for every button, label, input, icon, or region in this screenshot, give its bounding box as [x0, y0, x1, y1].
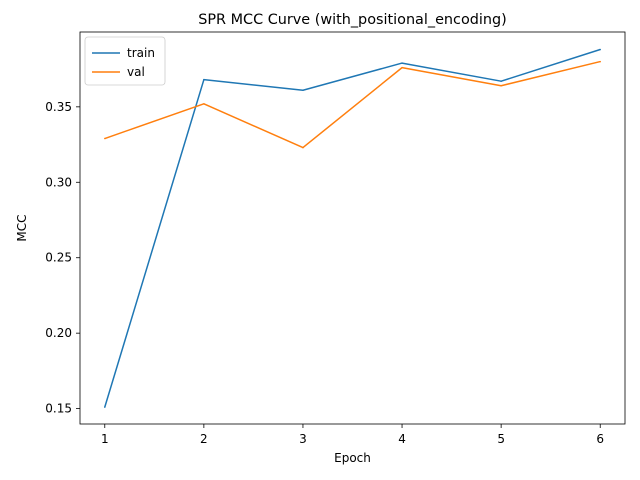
legend-label: val	[127, 65, 145, 79]
data-point-val	[599, 60, 601, 63]
series-line-val	[104, 60, 601, 149]
x-tick-label: 3	[299, 432, 307, 446]
legend: train val	[84, 36, 166, 86]
x-tick-label: 1	[101, 432, 109, 446]
data-point-val	[104, 137, 106, 140]
y-axis-label: MCC	[15, 214, 29, 241]
data-point-train	[203, 78, 205, 81]
data-point-train	[104, 406, 106, 408]
x-axis-label: Epoch	[334, 451, 371, 465]
legend-box	[84, 36, 166, 86]
x-tick-label: 2	[200, 432, 208, 446]
y-tick-label: 0.35	[45, 100, 72, 114]
plot-frame	[79, 31, 626, 425]
data-point-val	[401, 66, 403, 69]
series-layer	[104, 48, 601, 408]
data-point-train	[302, 89, 304, 91]
x-axis: 1 2 3 4 5 6	[101, 424, 604, 446]
y-tick-label: 0.30	[45, 175, 72, 189]
series-line-train	[104, 48, 601, 408]
y-axis: 0.15 0.20 0.25 0.30 0.35	[45, 100, 80, 416]
x-tick-label: 4	[398, 432, 406, 446]
data-point-train	[500, 80, 502, 82]
chart-title: SPR MCC Curve (with_positional_encoding)	[198, 12, 507, 28]
x-tick-label: 5	[497, 432, 505, 446]
data-point-train	[401, 62, 403, 64]
data-point-val	[500, 84, 502, 87]
data-point-train	[599, 48, 601, 51]
y-tick-label: 0.15	[45, 402, 72, 416]
data-point-val	[302, 146, 304, 149]
y-tick-label: 0.20	[45, 326, 72, 340]
legend-label: train	[127, 46, 155, 60]
x-tick-label: 6	[596, 432, 604, 446]
y-tick-label: 0.25	[45, 251, 72, 265]
data-point-val	[203, 103, 205, 105]
